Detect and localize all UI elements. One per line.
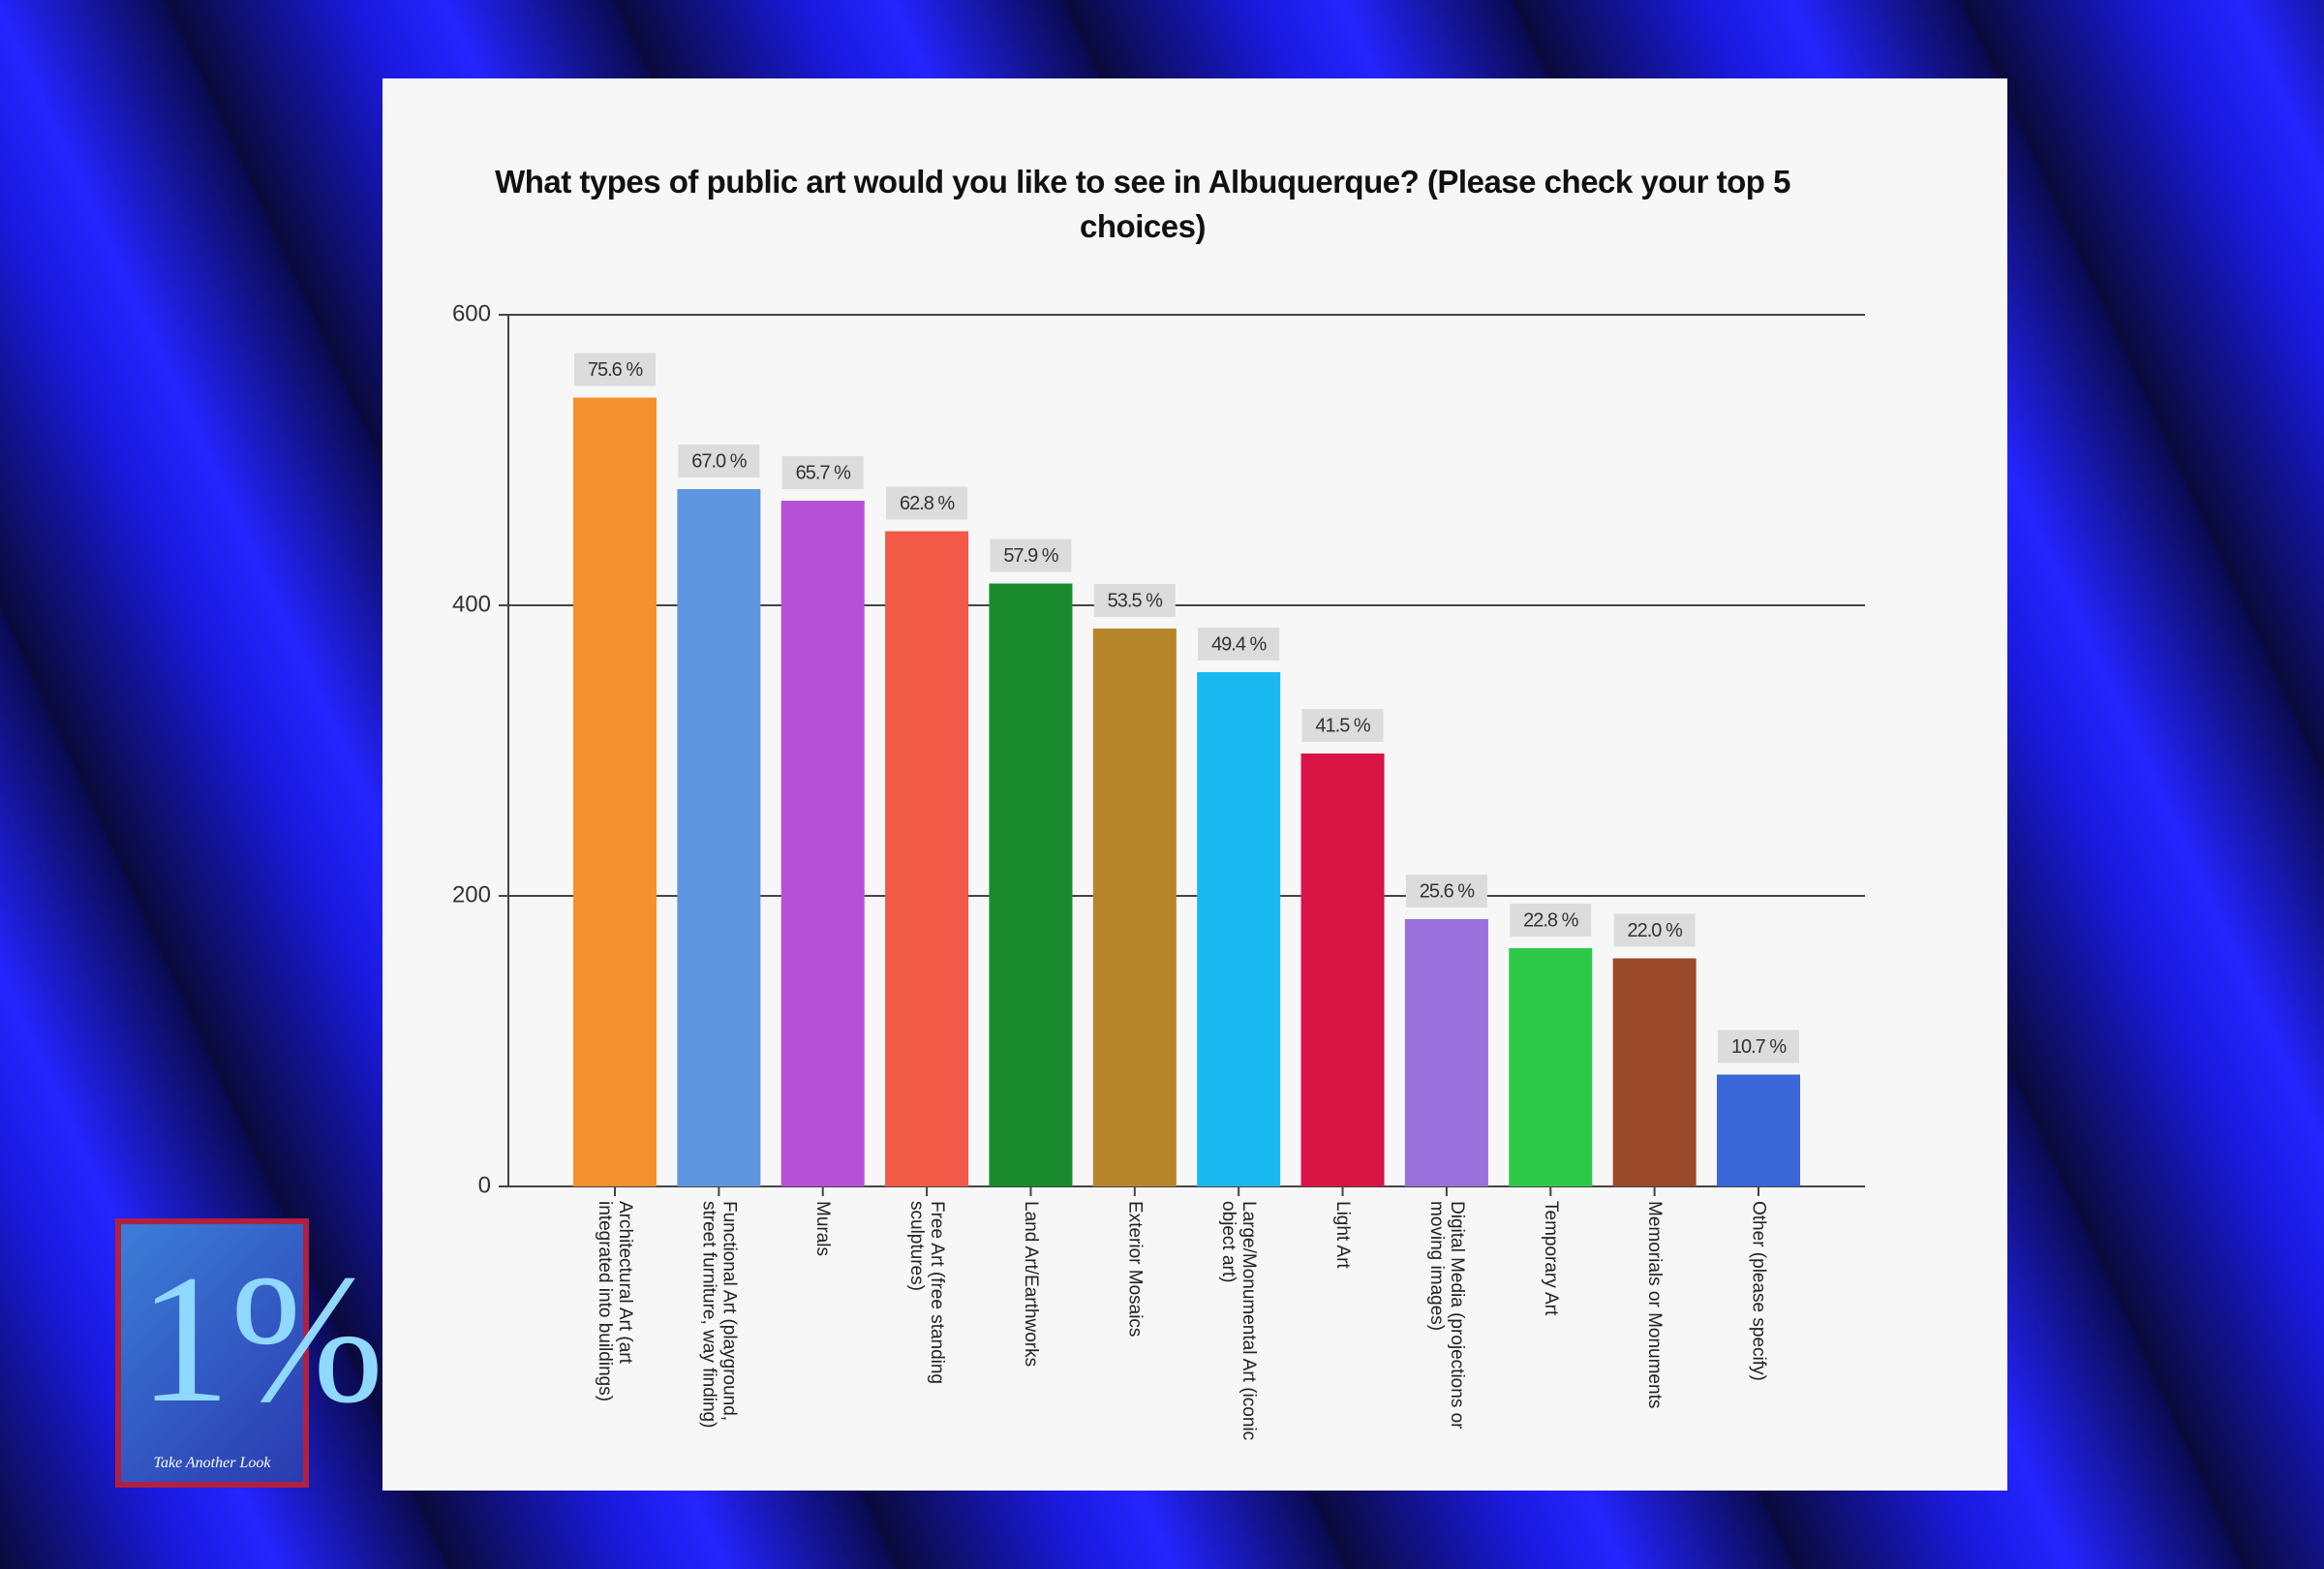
value-label-box xyxy=(1198,628,1280,661)
bar xyxy=(573,397,657,1186)
value-label: 41.5 % xyxy=(1315,715,1370,736)
value-label: 25.6 % xyxy=(1420,880,1475,902)
bar xyxy=(1509,948,1593,1186)
x-tick-label: Free Art (free standing sculptures) xyxy=(906,1201,948,1385)
x-tick-label: Land Art/Earthworks xyxy=(1020,1201,1041,1368)
value-label-box xyxy=(1613,913,1696,947)
chart-title: What types of public art would you like … xyxy=(495,164,1790,244)
value-label: 10.7 % xyxy=(1731,1036,1787,1058)
x-tick-label: Functional Art (playground, street furni… xyxy=(698,1201,740,1429)
bar xyxy=(1404,919,1488,1186)
value-label: 75.6 % xyxy=(588,359,643,381)
value-label-box xyxy=(1093,584,1176,617)
value-label: 67.0 % xyxy=(691,450,747,472)
y-tick-label: 200 xyxy=(452,881,491,908)
value-label-box xyxy=(678,445,760,477)
value-label-box xyxy=(886,486,968,520)
value-label-box xyxy=(574,353,656,386)
value-label: 22.8 % xyxy=(1523,909,1578,931)
bar xyxy=(1092,629,1177,1186)
y-tick-label: 600 xyxy=(452,300,491,326)
logo: 1% Take Another Look xyxy=(115,1218,383,1488)
x-tick-label: Architectural Art (art integrated into b… xyxy=(595,1201,635,1402)
value-label: 49.4 % xyxy=(1211,633,1267,655)
value-label-box xyxy=(990,538,1072,572)
x-tick-label: Light Art xyxy=(1332,1201,1354,1269)
logo-mark: 1% xyxy=(138,1238,384,1441)
bar xyxy=(780,501,865,1186)
value-label-box xyxy=(781,456,864,489)
bar xyxy=(1197,672,1281,1186)
logo-caption: Take Another Look xyxy=(153,1455,271,1471)
x-tick-label: Temporary Art xyxy=(1540,1201,1561,1316)
x-tick-label: Digital Media (projections or moving ima… xyxy=(1425,1201,1467,1430)
bar xyxy=(989,583,1073,1186)
value-label: 62.8 % xyxy=(900,493,955,514)
value-label-box xyxy=(1510,904,1592,937)
x-tick-label: Memorials or Monuments xyxy=(1644,1201,1666,1409)
bar xyxy=(1612,958,1697,1186)
bar xyxy=(1300,754,1385,1186)
value-label-box xyxy=(1718,1030,1799,1063)
x-tick-label: Exterior Mosaics xyxy=(1124,1201,1146,1338)
bar xyxy=(677,489,761,1186)
x-tick-label: Murals xyxy=(812,1201,834,1257)
value-label: 57.9 % xyxy=(1003,545,1058,567)
value-label: 65.7 % xyxy=(796,462,851,483)
value-label-box xyxy=(1301,709,1384,742)
bar xyxy=(1717,1074,1800,1186)
bar xyxy=(885,531,969,1186)
value-label: 22.0 % xyxy=(1628,920,1683,941)
value-label: 53.5 % xyxy=(1108,590,1163,611)
x-tick-label: Other (please specify) xyxy=(1748,1201,1769,1381)
x-tick-label: Large/Monumental Art (iconic object art) xyxy=(1218,1201,1260,1441)
value-label-box xyxy=(1405,875,1487,908)
y-tick-label: 400 xyxy=(452,591,491,617)
y-tick-label: 0 xyxy=(478,1172,491,1198)
